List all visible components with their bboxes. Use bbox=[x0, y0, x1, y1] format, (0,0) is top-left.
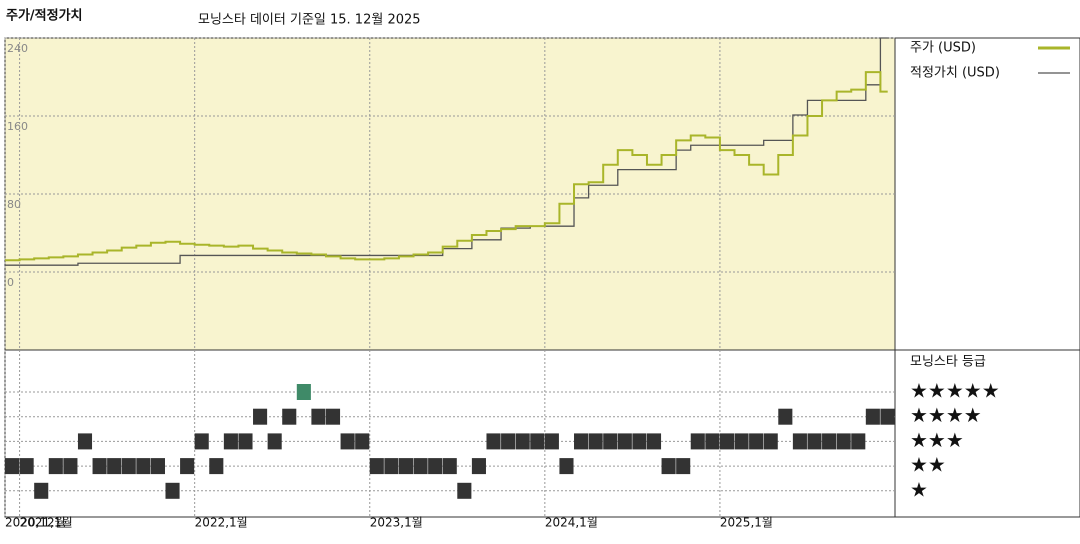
rating-bar bbox=[676, 458, 691, 475]
y-tick-label: 240 bbox=[7, 42, 28, 55]
rating-bar bbox=[705, 433, 720, 450]
rating-bar bbox=[851, 433, 866, 450]
rating-bar bbox=[398, 458, 414, 475]
series-line bbox=[5, 71, 888, 262]
rating-bar bbox=[792, 433, 807, 450]
rating-legend: ★ bbox=[910, 477, 928, 501]
rating-bar bbox=[617, 433, 632, 450]
rating-bar bbox=[471, 458, 486, 475]
rating-bar bbox=[34, 482, 49, 499]
rating-bar bbox=[267, 433, 282, 450]
rating-bar bbox=[19, 458, 34, 475]
rating-bar bbox=[530, 433, 545, 450]
rating-bar bbox=[880, 408, 895, 425]
x-tick-label: 2022,1월 bbox=[195, 516, 248, 530]
x-tick-label: 2021,1월 bbox=[20, 516, 73, 530]
rating-bar bbox=[501, 433, 516, 450]
rating-bar bbox=[238, 433, 253, 450]
rating-legend: ★★★★ bbox=[910, 403, 982, 427]
rating-bar bbox=[734, 433, 749, 450]
rating-bar bbox=[253, 408, 268, 425]
rating-bar bbox=[428, 458, 443, 475]
rating-bar bbox=[486, 433, 501, 450]
rating-bar bbox=[107, 458, 122, 475]
rating-bar bbox=[457, 482, 472, 499]
rating-bar bbox=[180, 458, 195, 475]
rating-bar bbox=[355, 433, 370, 450]
x-tick-label: 2025,1월 bbox=[720, 516, 773, 530]
x-tick-label: 2020,12월 bbox=[5, 516, 66, 530]
rating-bar bbox=[544, 433, 559, 450]
rating-bar bbox=[5, 458, 20, 475]
rating-bar bbox=[77, 433, 93, 450]
ratings-title: 모닝스타 등급 bbox=[910, 355, 986, 370]
rating-bar bbox=[646, 433, 662, 450]
rating-bar bbox=[165, 482, 180, 499]
y-tick-label: 80 bbox=[7, 198, 21, 211]
x-tick-label: 2024,1월 bbox=[545, 516, 598, 530]
rating-bar bbox=[48, 458, 63, 475]
rating-bar bbox=[822, 433, 837, 450]
rating-bar bbox=[749, 433, 764, 450]
rating-bar bbox=[209, 458, 224, 475]
rating-bar bbox=[574, 433, 589, 450]
chart-title: 주가/적정가치 bbox=[6, 8, 83, 24]
rating-bar bbox=[150, 458, 165, 475]
rating-bar bbox=[763, 433, 778, 450]
rating-bar bbox=[442, 458, 457, 475]
rating-legend: ★★ bbox=[910, 453, 946, 477]
rating-bar bbox=[340, 433, 355, 450]
rating-legend: ★★★★★ bbox=[910, 379, 1000, 403]
rating-bar bbox=[588, 433, 603, 450]
rating-bar bbox=[384, 458, 399, 475]
x-tick-label: 2023,1월 bbox=[370, 516, 423, 530]
rating-bar bbox=[778, 408, 793, 425]
rating-bar bbox=[63, 458, 78, 475]
rating-bar bbox=[194, 433, 209, 450]
rating-bar bbox=[603, 433, 618, 450]
rating-bar bbox=[690, 433, 705, 450]
rating-bar bbox=[325, 408, 341, 425]
rating-bar bbox=[719, 433, 735, 450]
rating-bar bbox=[559, 458, 574, 475]
rating-bar bbox=[836, 433, 851, 450]
rating-bar bbox=[661, 458, 676, 475]
rating-bar bbox=[282, 408, 297, 425]
rating-bar bbox=[865, 408, 880, 425]
rating-bar bbox=[92, 458, 107, 475]
rating-bar bbox=[807, 433, 822, 450]
legend-label: 주가 (USD) bbox=[910, 41, 976, 56]
rating-bar bbox=[515, 433, 530, 450]
rating-bar bbox=[369, 458, 384, 475]
rating-bar bbox=[296, 384, 311, 400]
rating-bar bbox=[121, 458, 136, 475]
rating-bar bbox=[223, 433, 238, 450]
rating-bar bbox=[413, 458, 428, 475]
y-tick-label: 160 bbox=[7, 120, 28, 133]
rating-bar bbox=[632, 433, 647, 450]
rating-bar bbox=[311, 408, 326, 425]
series-line bbox=[5, 37, 888, 266]
rating-legend: ★★★ bbox=[910, 428, 964, 452]
legend-label: 적정가치 (USD) bbox=[910, 66, 1000, 81]
rating-bar bbox=[136, 458, 151, 475]
chart-subtitle: 모닝스타 데이터 기준일 15. 12월 2025 bbox=[198, 13, 421, 28]
y-tick-label: 0 bbox=[7, 276, 14, 289]
